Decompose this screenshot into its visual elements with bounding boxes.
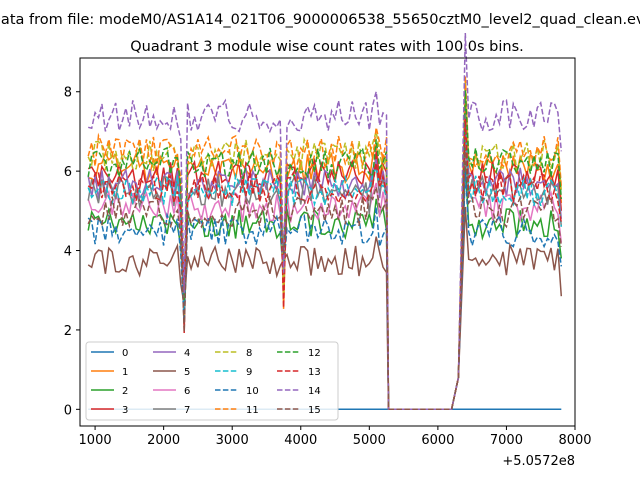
legend-label: 4: [184, 348, 190, 359]
series-line-10: [87, 171, 563, 411]
x-tick-label: 4000: [284, 433, 317, 448]
y-tick-label: 8: [64, 86, 72, 101]
series-line-12: [87, 90, 563, 411]
legend-label: 3: [122, 405, 128, 416]
legend-label: 5: [184, 367, 190, 378]
x-tick-label: 2000: [147, 433, 180, 448]
legend-label: 12: [308, 348, 321, 359]
legend-label: 8: [246, 348, 252, 359]
y-tick-label: 2: [64, 324, 72, 339]
legend-label: 2: [122, 386, 128, 397]
legend-label: 14: [308, 386, 321, 397]
series-line-9: [87, 123, 563, 411]
y-tick-label: 0: [64, 403, 72, 418]
x-tick-label: 3000: [216, 433, 249, 448]
legend-label: 10: [246, 386, 259, 397]
y-tick-label: 6: [64, 165, 72, 180]
legend-label: 7: [184, 405, 190, 416]
legend-label: 13: [308, 367, 321, 378]
legend-label: 15: [308, 405, 321, 416]
series-line-15: [87, 147, 563, 411]
x-axis: 1000 2000 3000 4000 5000 6000 7000 8000: [79, 426, 592, 448]
legend-box: [85, 341, 339, 421]
y-tick-label: 4: [64, 245, 72, 260]
legend-label: 11: [246, 405, 259, 416]
legend-label: 9: [246, 367, 252, 378]
x-tick-label: 8000: [558, 433, 591, 448]
x-tick-label: 5000: [353, 433, 386, 448]
plot-frame: [79, 57, 576, 427]
legend-label: 1: [122, 367, 128, 378]
y-axis: 0 2 4 6 8: [64, 86, 80, 418]
chart-title: Quadrant 3 module wise count rates with …: [130, 39, 524, 55]
x-tick-label: 7000: [490, 433, 523, 448]
series-line-11: [87, 75, 563, 411]
x-axis-offset-label: +5.0572e8: [502, 454, 575, 469]
legend-label: 6: [184, 386, 190, 397]
series-line-14: [88, 32, 563, 411]
x-tick-label: 6000: [421, 433, 454, 448]
figure-suptitle: Data from file: modeM0/AS1A14_021T06_900…: [0, 12, 640, 28]
x-tick-label: 1000: [79, 433, 112, 448]
series-line-13: [87, 118, 563, 411]
legend-label: 0: [122, 348, 128, 359]
series-line-5: [87, 206, 563, 411]
